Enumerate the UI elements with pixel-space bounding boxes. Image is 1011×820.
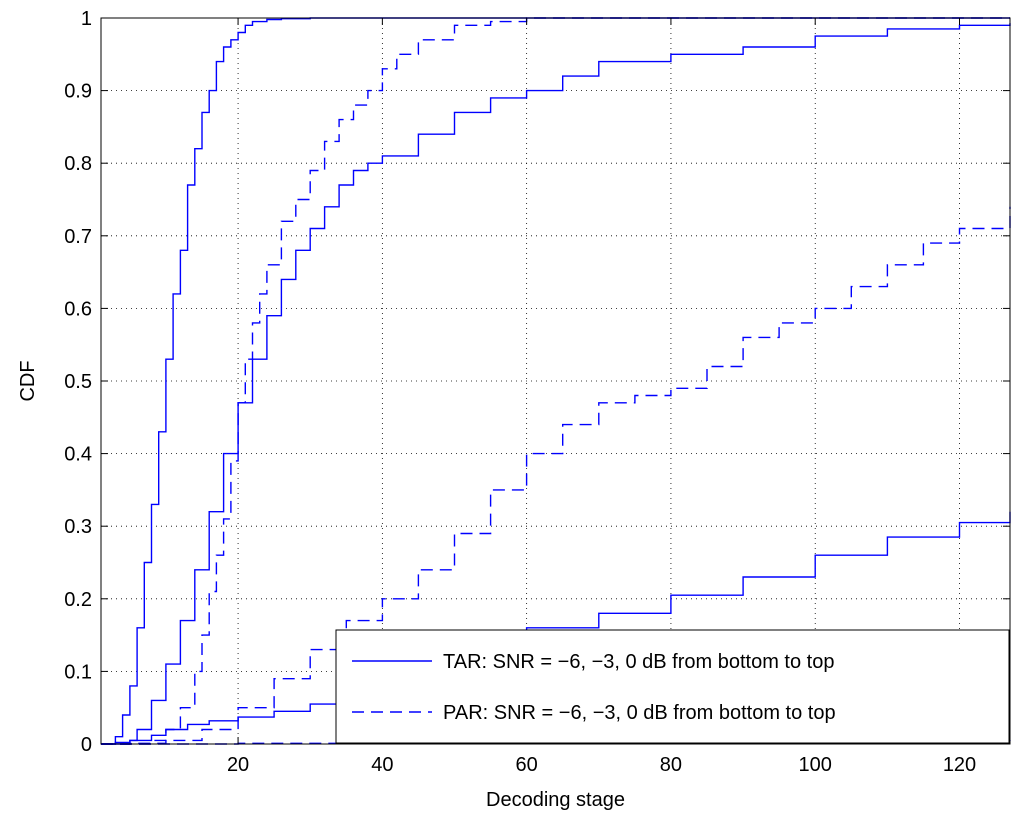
y-tick-label: 0.9 <box>64 81 92 103</box>
y-tick-label: 0.2 <box>64 589 92 611</box>
x-axis-title: Decoding stage <box>486 789 625 811</box>
x-tick-label: 60 <box>516 754 538 776</box>
y-tick-label: 0.7 <box>64 226 92 248</box>
legend: TAR: SNR = −6, −3, 0 dB from bottom to t… <box>335 629 1010 744</box>
y-tick-label: 0.8 <box>64 153 92 175</box>
y-tick-label: 0.3 <box>64 516 92 538</box>
y-tick-label: 1 <box>81 8 92 30</box>
grid <box>101 18 1010 744</box>
legend-label-par: PAR: SNR = −6, −3, 0 dB from bottom to t… <box>443 702 836 724</box>
par-series-snr-minus3 <box>101 206 1011 745</box>
y-axis-title: CDF <box>17 360 39 401</box>
legend-label-tar: TAR: SNR = −6, −3, 0 dB from bottom to t… <box>443 651 834 673</box>
x-tick-label: 100 <box>799 754 832 776</box>
x-tick-label: 80 <box>660 754 682 776</box>
x-tick-label: 120 <box>943 754 976 776</box>
legend-box <box>335 629 1010 744</box>
y-tick-label: 0 <box>81 734 92 756</box>
y-tick-label: 0.5 <box>64 371 92 393</box>
x-tick-label: 40 <box>371 754 393 776</box>
tar-series-snr-0 <box>101 17 1010 745</box>
y-tick-label: 0.1 <box>64 661 92 683</box>
par-series-snr-0 <box>101 17 1010 745</box>
y-tick-label: 0.4 <box>64 444 92 466</box>
x-tick-label: 20 <box>227 754 249 776</box>
tar-series-snr-minus3 <box>101 23 1011 745</box>
ticks: 20 40 60 80 100 120 0 0.1 0.2 0.3 0.4 0.5 0.6 0.7 0.8 0… <box>64 8 1010 776</box>
y-tick-label: 0.6 <box>64 298 92 320</box>
